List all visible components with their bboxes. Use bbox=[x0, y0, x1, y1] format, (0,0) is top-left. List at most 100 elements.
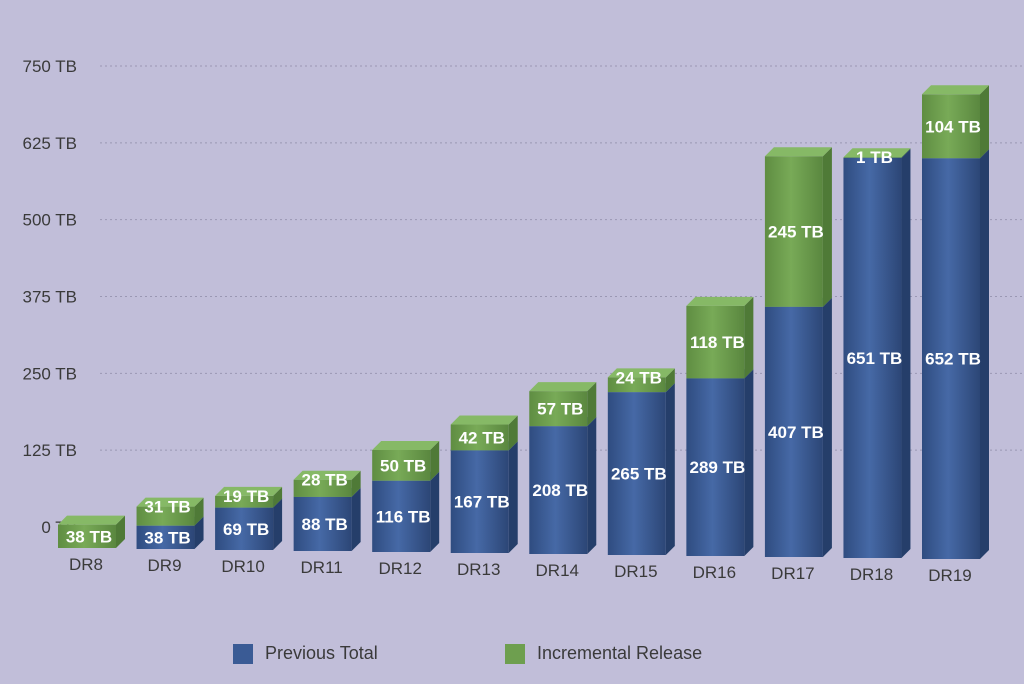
bar-side-face bbox=[665, 383, 675, 555]
data-label: 116 TB bbox=[376, 507, 431, 526]
bar-segment bbox=[922, 85, 989, 159]
bar-side-face bbox=[430, 471, 440, 552]
bar-side-face bbox=[665, 368, 675, 393]
bar-side-face bbox=[822, 147, 832, 307]
bar-top-face bbox=[450, 415, 518, 425]
bar-top-face bbox=[686, 296, 754, 306]
bar-segment bbox=[529, 382, 597, 427]
bar-side-face bbox=[901, 148, 911, 158]
bar-side-face bbox=[273, 486, 283, 508]
bar-front-face bbox=[136, 506, 195, 526]
legend-swatch-previous-total bbox=[233, 643, 253, 664]
bar-front-face bbox=[450, 424, 509, 451]
data-label: 19 TB bbox=[223, 487, 269, 506]
bar-side-face bbox=[980, 149, 989, 559]
y-tick-label: 250 TB bbox=[22, 364, 77, 383]
bar-front-face bbox=[215, 507, 274, 550]
bar-side-face bbox=[273, 498, 283, 550]
bar-front-face bbox=[764, 156, 823, 307]
x-tick-label: DR11 bbox=[301, 558, 343, 577]
bar-front-face bbox=[843, 157, 902, 559]
data-label: 407 TB bbox=[768, 423, 824, 442]
bar-segment bbox=[58, 515, 125, 548]
bar-segment bbox=[372, 440, 440, 481]
data-label: 104 TB bbox=[925, 117, 981, 136]
bar-segment bbox=[450, 415, 518, 451]
x-tick-label: DR8 bbox=[69, 555, 103, 574]
data-label: 50 TB bbox=[380, 456, 426, 475]
bar-segment bbox=[686, 296, 754, 379]
bar-top-face bbox=[293, 470, 361, 480]
bar-top-face bbox=[922, 85, 989, 95]
x-tick-label: DR19 bbox=[928, 566, 971, 585]
bar-front-face bbox=[686, 378, 745, 556]
x-tick-label: DR14 bbox=[536, 561, 579, 580]
data-label: 118 TB bbox=[690, 333, 745, 352]
data-label: 69 TB bbox=[223, 520, 269, 539]
data-label: 245 TB bbox=[768, 223, 824, 242]
data-label: 38 TB bbox=[144, 528, 190, 547]
data-label: 1 TB bbox=[856, 148, 893, 167]
bar-side-face bbox=[508, 415, 518, 451]
bar-top-face bbox=[607, 368, 675, 378]
bar-side-face bbox=[116, 515, 125, 548]
legend-swatch-incremental-release bbox=[505, 643, 525, 664]
bar-front-face bbox=[450, 450, 509, 553]
x-tick-label: DR10 bbox=[221, 557, 264, 576]
bar-front-face bbox=[843, 157, 902, 158]
legend-label-incremental-release: Incremental Release bbox=[537, 643, 703, 663]
bar-top-face bbox=[215, 486, 283, 496]
bar-top-face bbox=[372, 440, 440, 450]
bar-side-face bbox=[587, 382, 597, 427]
bar-segment bbox=[764, 297, 832, 557]
bar-front-face bbox=[922, 94, 980, 159]
bar-side-face bbox=[822, 297, 832, 557]
bar-front-face bbox=[607, 377, 666, 393]
bar-side-face bbox=[587, 417, 597, 554]
bar-top-face bbox=[529, 382, 597, 392]
x-tick-label: DR16 bbox=[693, 563, 736, 582]
y-tick-label: 375 TB bbox=[22, 288, 77, 307]
bar-front-face bbox=[58, 524, 116, 548]
bar-front-face bbox=[529, 391, 588, 427]
bar-top-face bbox=[764, 147, 832, 157]
bar-segment bbox=[843, 148, 911, 158]
bar-segment bbox=[607, 368, 675, 393]
bar-front-face bbox=[293, 496, 352, 551]
bar-front-face bbox=[372, 480, 431, 552]
bar-side-face bbox=[508, 441, 518, 553]
bar-side-face bbox=[351, 470, 361, 497]
bar-side-face bbox=[901, 148, 911, 559]
bar-side-face bbox=[744, 296, 754, 379]
bar-top-face bbox=[136, 497, 204, 507]
y-tick-label: 750 TB bbox=[22, 57, 77, 76]
bar-front-face bbox=[686, 305, 745, 379]
bar-side-face bbox=[744, 369, 754, 556]
bar-front-face bbox=[136, 525, 195, 549]
bar-front-face bbox=[293, 479, 352, 497]
legend-item-previous-total: Previous Total bbox=[233, 643, 378, 664]
data-label: 57 TB bbox=[537, 400, 583, 419]
bar-segment bbox=[450, 441, 518, 553]
bar-side-face bbox=[194, 516, 204, 549]
data-label: 265 TB bbox=[611, 465, 667, 484]
legend: Previous Total Incremental Release bbox=[0, 643, 1024, 667]
bar-front-face bbox=[764, 306, 823, 557]
legend-item-incremental-release: Incremental Release bbox=[505, 643, 702, 664]
bar-front-face bbox=[922, 158, 980, 559]
data-label: 651 TB bbox=[847, 349, 903, 368]
x-tick-label: DR9 bbox=[148, 556, 182, 575]
data-label: 88 TB bbox=[301, 515, 347, 534]
bar-segment bbox=[215, 486, 283, 508]
bar-front-face bbox=[215, 495, 274, 508]
data-label: 652 TB bbox=[925, 350, 981, 369]
data-label: 167 TB bbox=[454, 493, 510, 512]
bar-side-face bbox=[980, 85, 989, 159]
data-label: 289 TB bbox=[689, 458, 745, 477]
legend-label-previous-total: Previous Total bbox=[265, 643, 378, 663]
data-label: 42 TB bbox=[459, 428, 505, 447]
x-tick-label: DR18 bbox=[850, 565, 893, 584]
x-tick-label: DR15 bbox=[614, 562, 657, 581]
